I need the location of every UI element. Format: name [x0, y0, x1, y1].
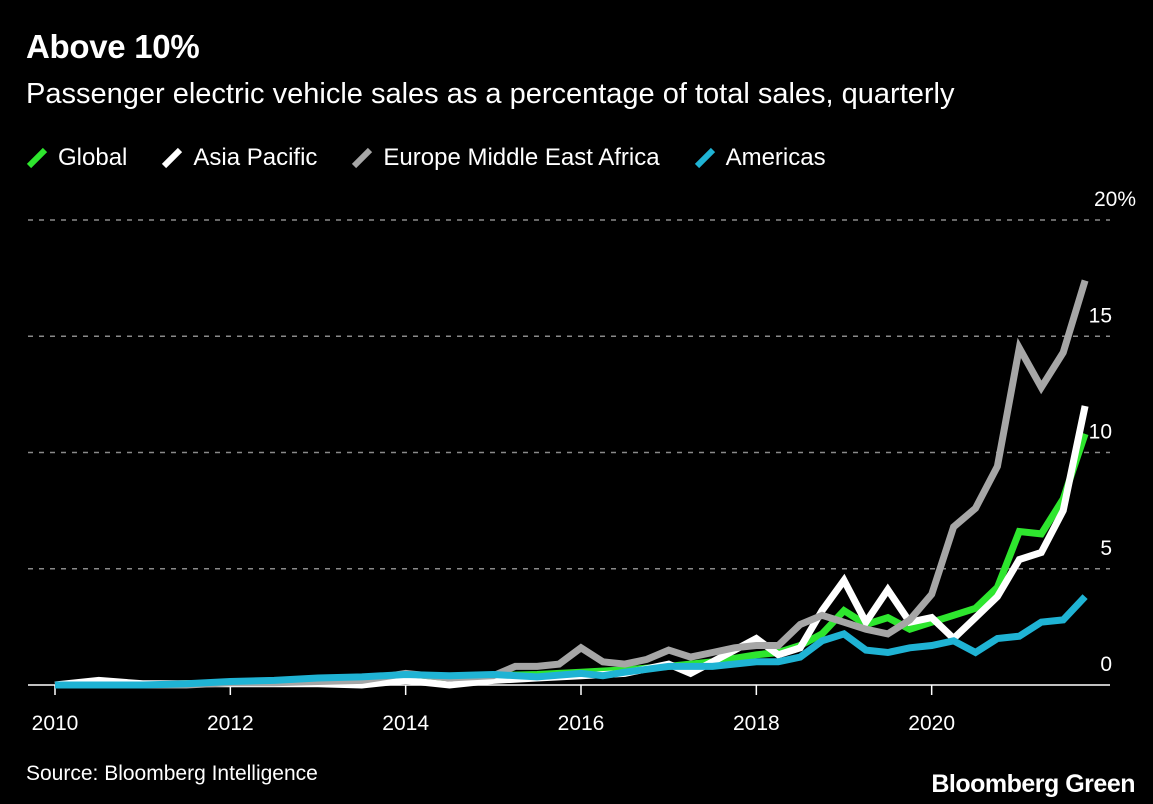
legend-label-emea: Europe Middle East Africa: [383, 144, 660, 171]
legend-label-asia-pacific: Asia Pacific: [193, 144, 318, 171]
legend-item-emea: Europe Middle East Africa: [351, 144, 660, 172]
y-tick-label: 5: [1100, 537, 1112, 560]
y-tick-label: 0: [1100, 653, 1112, 676]
chart-title: Above 10%: [26, 28, 200, 65]
legend-swatch-asia-pacific: [162, 147, 183, 169]
y-tick-label: 20%: [1094, 188, 1136, 211]
legend-label-global: Global: [58, 144, 128, 171]
series-line-americas: [55, 594, 1088, 689]
y-tick-label: 15: [1089, 304, 1112, 327]
x-tick-label: 2014: [382, 712, 429, 735]
legend-swatch-americas: [694, 147, 715, 169]
x-tick-label: 2016: [558, 712, 605, 735]
y-tick-label: 10: [1089, 421, 1112, 444]
chart-subtitle: Passenger electric vehicle sales as a pe…: [26, 78, 955, 110]
x-tick-label: 2010: [32, 712, 79, 735]
legend-item-americas: Americas: [694, 144, 826, 172]
legend-item-asia-pacific: Asia Pacific: [161, 144, 317, 172]
x-tick-label: 2020: [908, 712, 955, 735]
x-tick-label: 2012: [207, 712, 254, 735]
x-tick-label: 2018: [733, 712, 780, 735]
source-note: Source: Bloomberg Intelligence: [26, 762, 318, 785]
legend: Global Asia Pacific Europe Middle East A…: [26, 144, 860, 172]
legend-item-global: Global: [26, 144, 127, 172]
legend-swatch-emea: [352, 147, 373, 169]
legend-label-americas: Americas: [725, 144, 826, 171]
legend-swatch-global: [26, 147, 48, 169]
brand-logo: Bloomberg Green: [931, 770, 1135, 798]
